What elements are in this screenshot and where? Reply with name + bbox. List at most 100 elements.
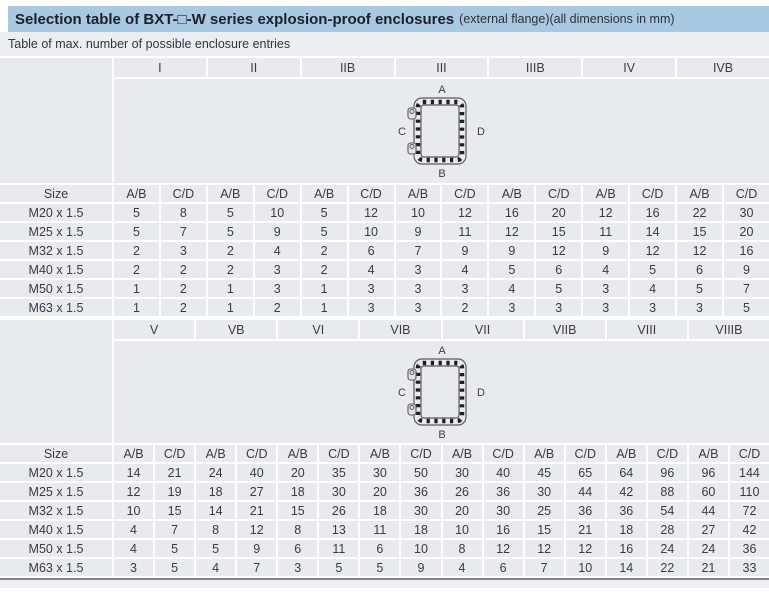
value-cell: 12 — [481, 538, 525, 559]
value-cell: 12 — [235, 519, 279, 540]
value-cell: 20 — [534, 202, 584, 223]
value-cell: 30 — [721, 202, 769, 223]
value-cell: 12 — [487, 221, 537, 242]
group-header-row: I II IIB III IIIB IV IVB — [0, 56, 769, 185]
enclosure-diagram: A C D B — [115, 342, 768, 442]
value-cell: 1 — [205, 278, 255, 299]
entries-table-2: V VB VI VIB VII VIIB VIII VIIIB A C D B Size A/B… — [0, 318, 769, 578]
table-row: M25 x 1.5 5 7 5 9 5 10 9 11 12 15 11 14 15 20 — [0, 221, 769, 242]
value-cell: 72 — [727, 500, 769, 521]
size-column-header: Size — [0, 443, 114, 464]
value-cell: 3 — [628, 297, 678, 318]
value-cell: 6 — [675, 259, 724, 280]
value-cell: 3 — [534, 297, 584, 318]
diagram-label-right: D — [477, 126, 485, 138]
value-cell: 44 — [686, 500, 730, 521]
group-header: VIIB — [522, 318, 607, 341]
value-cell: 36 — [727, 538, 769, 559]
pair-column-header: A/B — [194, 443, 238, 464]
hinge-top-pin — [409, 370, 414, 375]
value-cell: 26 — [440, 481, 484, 502]
pair-column-header: C/D — [399, 443, 443, 464]
value-cell: 42 — [727, 519, 769, 540]
value-cell: 8 — [276, 519, 320, 540]
value-cell: 30 — [399, 500, 443, 521]
value-cell: 5 — [205, 221, 255, 242]
size-cell: M63 x 1.5 — [0, 297, 114, 318]
enclosure-inner-outline — [419, 365, 460, 419]
value-cell: 3 — [346, 278, 396, 299]
value-cell: 1 — [112, 278, 161, 299]
diagram-label-top: A — [438, 345, 446, 357]
size-cell: M32 x 1.5 — [0, 500, 114, 521]
value-cell: 9 — [581, 240, 631, 261]
size-column-header: Size — [0, 183, 114, 204]
table-row: M50 x 1.5 1 2 1 3 1 3 3 3 4 5 3 4 5 7 — [0, 278, 769, 299]
pair-column-header: A/B — [581, 183, 631, 204]
value-cell: 5 — [675, 278, 724, 299]
pair-column-header: C/D — [534, 183, 584, 204]
value-cell: 19 — [153, 481, 197, 502]
value-cell: 10 — [346, 221, 396, 242]
value-cell: 2 — [252, 297, 302, 318]
value-cell: 9 — [393, 221, 443, 242]
pair-column-header: A/B — [604, 443, 648, 464]
value-cell: 12 — [534, 240, 584, 261]
value-cell: 7 — [158, 221, 208, 242]
value-cell: 9 — [252, 221, 302, 242]
group-header: IVB — [675, 56, 769, 79]
value-cell: 5 — [112, 202, 161, 223]
value-cell: 8 — [194, 519, 238, 540]
value-cell: 9 — [235, 538, 279, 559]
value-cell: 96 — [645, 462, 689, 483]
value-cell: 4 — [252, 240, 302, 261]
pair-column-header: C/D — [153, 443, 197, 464]
value-cell: 6 — [276, 538, 320, 559]
pair-column-header: A/B — [487, 183, 537, 204]
pair-column-header: A/B — [111, 443, 156, 464]
subtitle-band: Table of max. number of possible enclosu… — [0, 32, 769, 56]
size-cell: M40 x 1.5 — [0, 519, 114, 540]
value-cell: 30 — [358, 462, 402, 483]
group-header: VIII — [604, 318, 689, 341]
pair-column-header: A/B — [440, 443, 484, 464]
value-cell: 5 — [358, 557, 402, 578]
value-cell: 30 — [440, 462, 484, 483]
value-cell: 12 — [111, 481, 156, 502]
value-cell: 40 — [481, 462, 525, 483]
value-cell: 3 — [440, 278, 490, 299]
group-header: VII — [440, 318, 525, 341]
value-cell: 11 — [440, 221, 490, 242]
column-header-row: Size A/B C/D A/B C/D A/B C/D A/B C/D A/B C/D A/B C/D… — [0, 183, 769, 204]
value-cell: 12 — [346, 202, 396, 223]
table-row: M32 x 1.5 2 3 2 4 2 6 7 9 9 12 9 12 12 16 — [0, 240, 769, 261]
value-cell: 24 — [194, 462, 238, 483]
pair-column-header: A/B — [522, 443, 566, 464]
value-cell: 18 — [358, 500, 402, 521]
value-cell: 3 — [252, 278, 302, 299]
value-cell: 3 — [393, 278, 443, 299]
value-cell: 88 — [645, 481, 689, 502]
diagram-label-left: C — [398, 387, 406, 399]
table-row: M25 x 1.5 12 19 18 27 18 30 20 36 26 36 30 44 42 88 60 1… — [0, 481, 769, 502]
value-cell: 7 — [235, 557, 279, 578]
value-cell: 96 — [686, 462, 730, 483]
value-cell: 9 — [721, 259, 769, 280]
value-cell: 5 — [153, 557, 197, 578]
value-cell: 27 — [235, 481, 279, 502]
size-cell: M20 x 1.5 — [0, 202, 114, 223]
value-cell: 54 — [645, 500, 689, 521]
value-cell: 27 — [686, 519, 730, 540]
value-cell: 44 — [563, 481, 607, 502]
value-cell: 3 — [346, 297, 396, 318]
value-cell: 2 — [299, 259, 349, 280]
value-cell: 10 — [440, 519, 484, 540]
value-cell: 2 — [158, 297, 208, 318]
value-cell: 25 — [522, 500, 566, 521]
size-cell: M40 x 1.5 — [0, 259, 114, 280]
value-cell: 3 — [111, 557, 156, 578]
group-header: IIIB — [487, 56, 584, 79]
value-cell: 45 — [522, 462, 566, 483]
value-cell: 7 — [393, 240, 443, 261]
group-header: IV — [581, 56, 678, 79]
